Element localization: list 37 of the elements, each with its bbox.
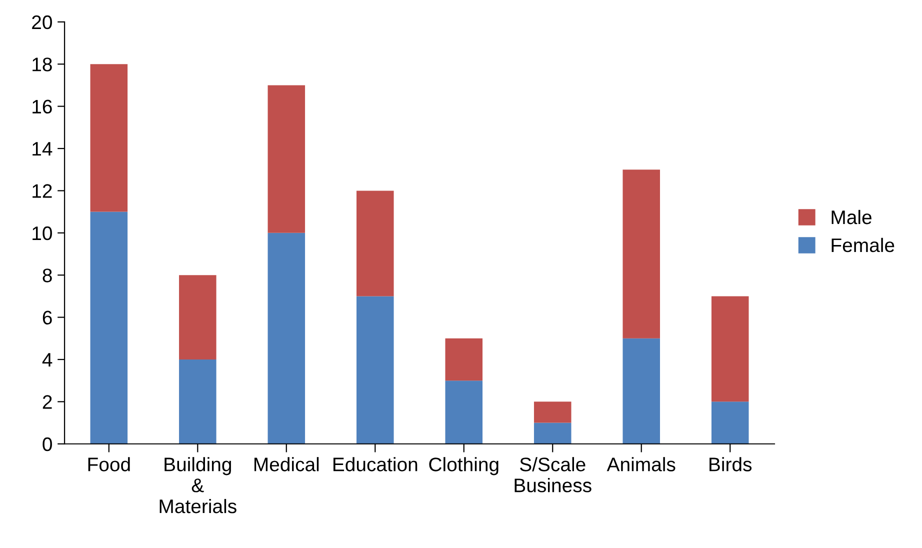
x-tick-label: Animals bbox=[606, 457, 676, 472]
bar bbox=[622, 170, 660, 338]
bar bbox=[445, 338, 483, 381]
y-tick-label: 16 bbox=[32, 100, 52, 114]
bar bbox=[268, 85, 306, 233]
y-tick-label: 18 bbox=[32, 58, 52, 72]
y-tick-label: 4 bbox=[42, 353, 52, 367]
y-tick-label: 14 bbox=[32, 142, 52, 156]
y-tick-label: 8 bbox=[42, 268, 52, 282]
legend-label: Female bbox=[832, 238, 894, 252]
y-tick-label: 6 bbox=[42, 310, 52, 325]
bar bbox=[179, 275, 216, 360]
bar bbox=[534, 402, 572, 423]
x-tick-label: Medical bbox=[254, 457, 319, 472]
bar bbox=[179, 359, 216, 444]
x-tick-label: Clothing bbox=[429, 457, 498, 476]
bar bbox=[711, 296, 749, 402]
bar bbox=[356, 190, 394, 296]
y-tick-label: 0 bbox=[42, 437, 52, 452]
bar bbox=[711, 402, 749, 444]
bar bbox=[534, 422, 572, 444]
x-tick-label: Building & Materials bbox=[160, 457, 236, 514]
y-tick-label: 20 bbox=[32, 15, 52, 30]
bar bbox=[356, 296, 394, 444]
bar bbox=[622, 338, 660, 444]
y-tick-label: 10 bbox=[32, 226, 52, 240]
bar bbox=[445, 380, 483, 444]
y-tick-label: 12 bbox=[32, 184, 52, 198]
bar bbox=[90, 212, 128, 444]
x-tick-label: Birds bbox=[710, 457, 752, 472]
x-tick-label: Education bbox=[333, 457, 418, 472]
y-tick-label: 2 bbox=[42, 395, 52, 409]
x-tick-label: Food bbox=[88, 457, 130, 472]
legend-label: Male bbox=[832, 210, 872, 224]
x-tick-label: S/Scale Business bbox=[514, 457, 592, 492]
bar bbox=[268, 232, 306, 444]
bar bbox=[90, 64, 128, 212]
